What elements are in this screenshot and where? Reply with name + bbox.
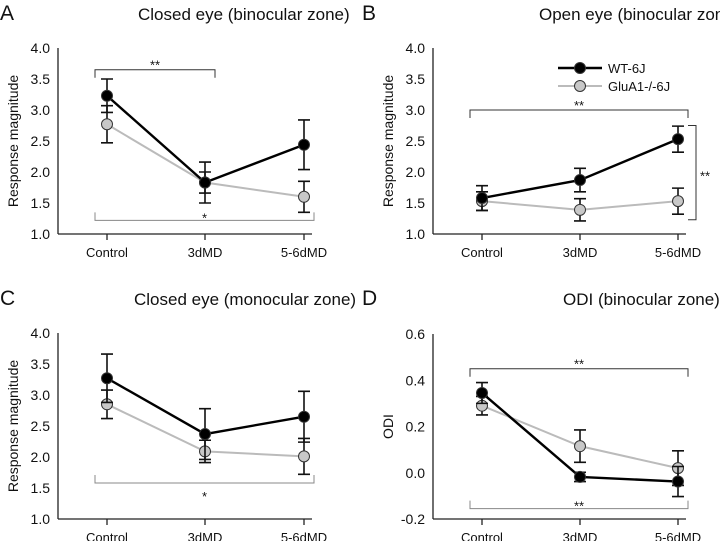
data-point-glua1	[298, 190, 310, 203]
panel-B: B Open eye (binocular zone) 1.0 1.5 2.0 2.5 3.…	[362, 2, 720, 260]
y-tick-label: 4.0	[406, 40, 426, 56]
panel-letter: A	[0, 2, 14, 25]
data-point-wt	[298, 410, 310, 423]
y-tick-label: 3.0	[31, 387, 51, 403]
y-tick-label: 1.5	[31, 195, 51, 211]
panel-C: C Closed eye (monocular zone) 1.0 1.5 2.0 2.5…	[0, 287, 356, 541]
y-tick-label: 2.5	[31, 418, 51, 434]
legend-marker	[574, 80, 586, 92]
y-tick-label: 0.4	[406, 372, 426, 388]
x-tick-label: Control	[461, 530, 503, 541]
x-tick-label: Control	[461, 245, 503, 260]
panel-letter: B	[362, 2, 376, 25]
significance-bracket	[94, 475, 315, 484]
data-point-glua1	[672, 195, 684, 208]
significance-bracket	[469, 500, 689, 510]
significance-label: *	[202, 210, 207, 225]
panel-title: Closed eye (monocular zone)	[134, 290, 356, 309]
significance-bracket	[469, 368, 689, 377]
data-point-wt	[574, 470, 586, 483]
panel-title: Open eye (binocular zone)	[539, 5, 720, 24]
significance-label: **	[150, 58, 160, 73]
significance-label: **	[574, 98, 584, 113]
y-tick-label: 1.5	[31, 480, 51, 496]
x-tick-label: 5-6dMD	[655, 530, 701, 541]
y-tick-label: 1.5	[406, 195, 426, 211]
y-tick-label: 3.5	[31, 356, 51, 372]
panel-A: A Closed eye (binocular zone) 1.0 1.5 2.0 2.5…	[0, 2, 350, 260]
significance-bracket	[469, 109, 689, 118]
y-tick-label: 0.0	[406, 465, 426, 481]
significance-bracket	[688, 125, 697, 221]
data-point-wt	[672, 475, 684, 488]
y-tick-label: 1.0	[31, 226, 51, 242]
data-point-wt	[101, 372, 113, 385]
panel-D: D ODI (binocular zone) -0.2 0.0 0.2 0.4 0.6 Con…	[362, 287, 720, 541]
panel-letter: D	[362, 287, 377, 310]
y-tick-label: 0.6	[406, 326, 426, 342]
panel-title: ODI (binocular zone)	[563, 290, 720, 309]
x-tick-label: Control	[86, 245, 128, 260]
x-tick-label: 5-6dMD	[655, 245, 701, 260]
y-axis-label: ODI	[380, 414, 396, 439]
data-point-wt	[298, 138, 310, 151]
x-tick-label: 3dMD	[563, 245, 598, 260]
legend-label: WT-6J	[608, 61, 646, 76]
y-tick-label: 1.0	[406, 226, 426, 242]
y-tick-label: 3.0	[31, 102, 51, 118]
data-point-glua1	[574, 203, 586, 216]
significance-label: **	[574, 357, 584, 372]
x-tick-label: 5-6dMD	[281, 530, 327, 541]
data-point-glua1	[101, 118, 113, 131]
y-tick-label: 2.5	[31, 133, 51, 149]
y-tick-label: 3.5	[406, 71, 426, 87]
y-tick-label: 3.5	[31, 71, 51, 87]
y-axis-label: Response magnitude	[5, 75, 21, 208]
y-tick-label: 1.0	[31, 511, 51, 527]
legend-marker	[574, 62, 586, 74]
x-tick-label: 5-6dMD	[281, 245, 327, 260]
y-tick-label: 2.5	[406, 133, 426, 149]
data-point-wt	[476, 192, 488, 205]
y-axis-label: Response magnitude	[5, 360, 21, 493]
significance-label: **	[574, 499, 584, 514]
y-tick-label: 4.0	[31, 325, 51, 341]
y-tick-label: 2.0	[31, 164, 51, 180]
y-tick-label: -0.2	[401, 511, 425, 527]
y-tick-label: 4.0	[31, 40, 51, 56]
legend-label: GluA1-/-6J	[608, 79, 670, 94]
significance-bracket	[94, 212, 315, 221]
significance-bracket	[94, 69, 216, 78]
data-point-wt	[574, 174, 586, 187]
x-tick-label: Control	[86, 530, 128, 541]
data-point-wt	[101, 89, 113, 102]
y-tick-label: 3.0	[406, 102, 426, 118]
data-point-wt	[199, 428, 211, 441]
data-point-wt	[672, 133, 684, 146]
data-point-wt	[476, 386, 488, 399]
x-tick-label: 3dMD	[563, 530, 598, 541]
data-point-wt	[199, 176, 211, 189]
x-tick-label: 3dMD	[188, 245, 223, 260]
panel-title: Closed eye (binocular zone)	[138, 5, 350, 24]
significance-label: **	[700, 169, 710, 184]
x-tick-label: 3dMD	[188, 530, 223, 541]
y-tick-label: 2.0	[31, 449, 51, 465]
y-axis-label: Response magnitude	[380, 75, 396, 208]
data-point-glua1	[574, 440, 586, 453]
y-tick-label: 0.2	[406, 419, 426, 435]
data-point-glua1	[298, 450, 310, 463]
panel-letter: C	[0, 287, 15, 310]
y-tick-label: 2.0	[406, 164, 426, 180]
significance-label: *	[202, 489, 207, 504]
